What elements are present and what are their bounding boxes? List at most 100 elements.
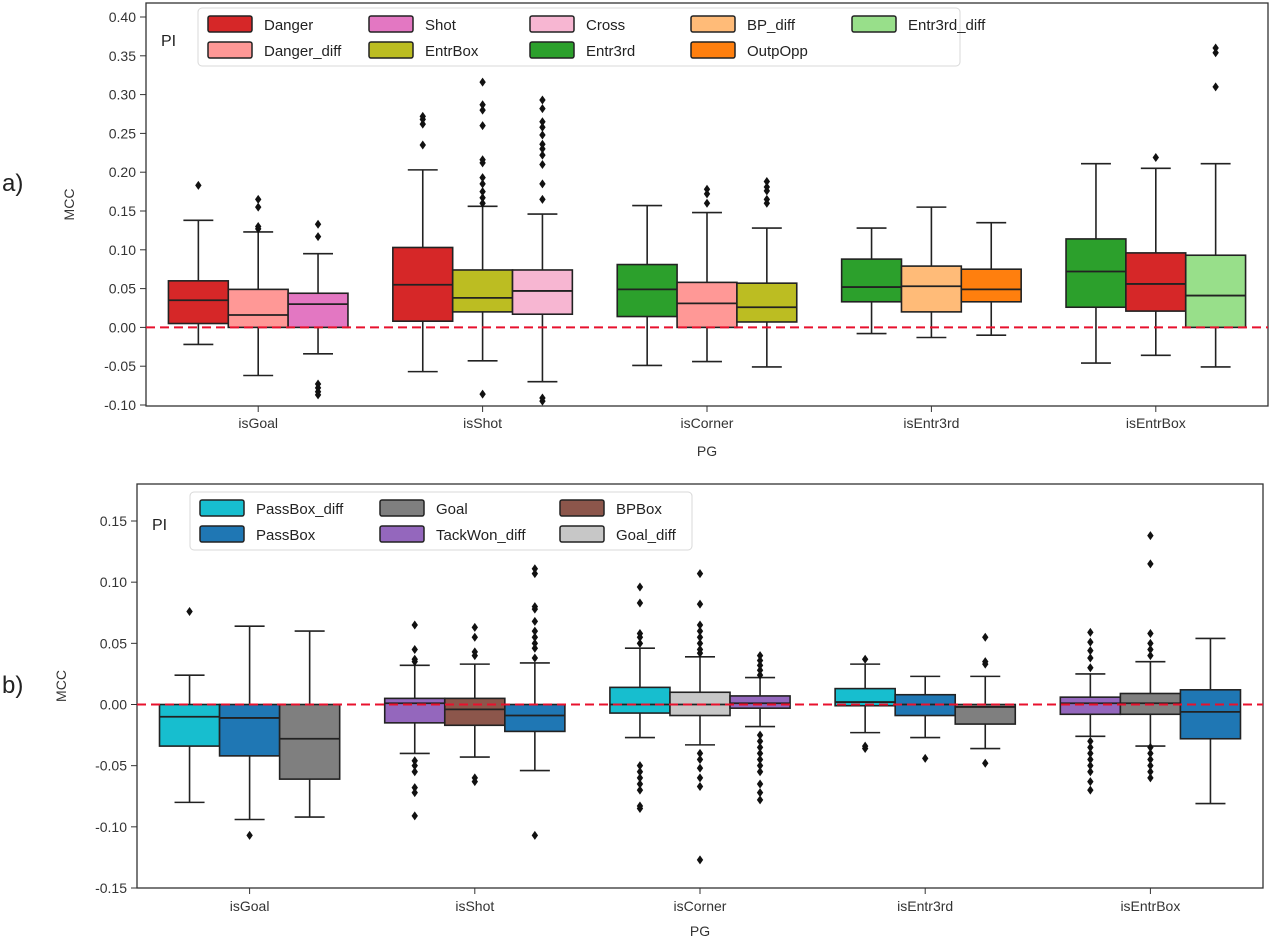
box-isEntrBox-Entr3rd_diff — [1184, 43, 1247, 368]
box-isEntr3rd-PassBox — [894, 675, 957, 763]
outlier-point — [861, 654, 869, 664]
outlier-point — [1147, 638, 1154, 648]
outlier-point — [479, 121, 486, 131]
box-isEntr3rd-Goal — [954, 632, 1017, 768]
legend-item-TackWon_diff: TackWon_diff — [379, 525, 526, 544]
x-tick-label: isEntr3rd — [897, 898, 953, 914]
box-group-isShot — [392, 77, 574, 406]
outlier-point — [531, 632, 539, 642]
outlier-point — [479, 198, 486, 208]
box-group-isGoal — [167, 180, 349, 400]
outlier-point — [255, 222, 262, 232]
legend-item-Goal: Goal — [379, 499, 468, 518]
box-isCorner-TackWon_diff — [729, 651, 791, 805]
box-iqr — [511, 269, 574, 316]
outlier-point — [539, 130, 546, 140]
legend-label: TackWon_diff — [436, 527, 526, 544]
legend-item-EntrBox: EntrBox — [368, 41, 479, 60]
outlier-point — [539, 139, 546, 149]
box-iqr — [900, 265, 963, 313]
outlier-point — [1087, 755, 1094, 765]
box-iqr — [1179, 689, 1242, 740]
y-tick-label: 0.30 — [109, 87, 136, 103]
outlier-point — [696, 763, 704, 773]
outlier-point — [531, 626, 539, 636]
outlier-point — [636, 767, 644, 777]
box-isShot-Danger — [392, 111, 454, 373]
legend-swatch — [559, 525, 605, 543]
outlier-point — [1087, 777, 1094, 787]
legend-swatch — [368, 15, 414, 33]
outlier-point — [531, 653, 539, 663]
outlier-point — [531, 616, 539, 626]
outlier-point — [479, 173, 486, 183]
outlier-point — [479, 105, 486, 115]
outlier-point — [531, 830, 539, 840]
x-tick-label: isEntr3rd — [903, 415, 959, 431]
outlier-point — [471, 777, 478, 787]
outlier-point — [314, 232, 322, 242]
outlier-point — [1147, 651, 1154, 661]
outlier-point — [756, 779, 764, 789]
legend-label: Cross — [586, 17, 625, 34]
box-iqr — [1065, 238, 1127, 309]
outlier-point — [756, 670, 764, 680]
outlier-point — [1087, 646, 1094, 656]
legend-item-BP_diff: BP_diff — [690, 15, 796, 34]
outlier-point — [314, 390, 322, 400]
box-isCorner-PassBox_diff — [609, 582, 671, 813]
outlier-point — [479, 100, 486, 110]
legend-title-pi: PI — [161, 33, 176, 50]
outlier-point — [539, 396, 546, 406]
outlier-point — [471, 647, 478, 657]
box-iqr — [451, 269, 514, 313]
outlier-point — [531, 569, 539, 579]
legend-label: Goal_diff — [616, 527, 677, 544]
legend-item-Shot: Shot — [368, 15, 457, 34]
box-iqr — [609, 686, 671, 714]
legend-item-Danger_diff: Danger_diff — [207, 41, 342, 60]
legend-label: OutpOpp — [747, 43, 808, 60]
box-isEntrBox-TackWon_diff — [1059, 627, 1122, 795]
legend-item-Entr3rd_diff: Entr3rd_diff — [851, 15, 986, 34]
outlier-point — [1212, 43, 1219, 53]
box-isCorner-Goal_diff — [669, 569, 731, 865]
x-tick-label: isGoal — [230, 898, 270, 914]
x-axis-title: PG — [697, 443, 717, 459]
outlier-point — [539, 179, 546, 189]
outlier-point — [471, 622, 478, 632]
outlier-point — [1147, 761, 1154, 771]
box-isEntrBox-PassBox — [1179, 637, 1242, 805]
outlier-point — [1147, 644, 1154, 654]
outlier-point — [696, 632, 704, 642]
outlier-point — [539, 104, 546, 114]
outlier-point — [479, 187, 486, 197]
outlier-point — [756, 761, 764, 771]
chart-panel-b: -0.15 -0.10 -0.05 0.00 0.05 0.10 0.15 MCC isGoal… — [53, 483, 1264, 939]
box-iqr — [1125, 252, 1187, 312]
outlier-point — [1087, 637, 1094, 647]
outlier-point — [1147, 742, 1154, 752]
box-group-isEntrBox — [1059, 531, 1242, 805]
box-iqr — [287, 292, 349, 329]
legend-swatch — [207, 15, 253, 33]
legend-swatch — [690, 15, 736, 33]
outlier-point — [763, 182, 771, 192]
outlier-point — [982, 758, 989, 768]
legend-swatch — [207, 41, 253, 59]
outlier-point — [696, 644, 704, 654]
box-iqr — [676, 281, 738, 329]
outlier-point — [1147, 748, 1154, 758]
box-isGoal-Danger_diff — [227, 194, 289, 377]
legend-item-Entr3rd: Entr3rd — [529, 41, 635, 60]
outlier-point — [531, 643, 539, 653]
box-isShot-TackWon_diff — [383, 620, 446, 821]
box-group-isCorner — [609, 569, 791, 865]
outlier-point — [636, 803, 644, 813]
outlier-point — [1087, 761, 1094, 771]
outlier-point — [539, 144, 546, 154]
y-axis-title: MCC — [61, 189, 77, 221]
outlier-point — [539, 122, 546, 132]
outlier-point — [419, 140, 426, 150]
